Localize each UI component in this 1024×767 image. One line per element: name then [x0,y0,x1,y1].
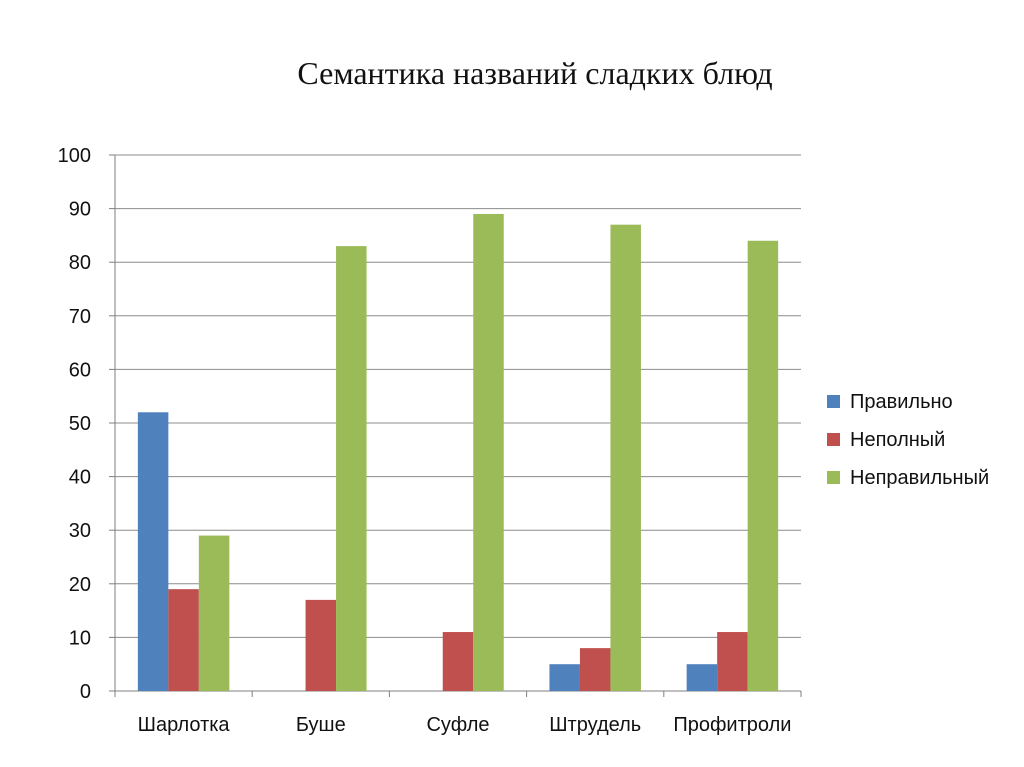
x-tick-label: Суфле [426,714,489,736]
legend-label: Неполный [850,429,945,451]
y-axis: 0 10 20 30 40 50 60 70 80 90 100 [58,145,116,703]
bar-Неправильный [198,535,230,691]
y-tick-label: 80 [69,252,91,274]
bar-Неправильный [747,240,779,691]
bar-Неправильный [336,246,367,691]
legend-label: Неправильный [850,467,989,489]
x-axis: Шарлотка Буше Суфле Штрудель Профитроли [114,691,802,736]
y-tick-label: 40 [69,467,91,489]
bar-Неправильный [473,213,504,691]
y-tick-label: 100 [58,145,91,167]
y-tick-label: 10 [69,627,91,649]
bar-Неправильный [610,224,641,691]
x-tick-label: Буше [296,714,346,736]
bars [137,213,779,691]
x-tick-label: Штрудель [549,714,641,736]
chart-title: Семантика названий сладких блюд [297,55,772,91]
bar-Неполный [442,632,474,691]
legend-swatch [827,395,840,408]
y-tick-label: 90 [69,199,91,221]
bar-Правильно [549,664,580,691]
legend-swatch [827,433,840,446]
bar-Неполный [305,599,337,691]
legend-label: Правильно [850,391,953,413]
x-tick-label: Шарлотка [138,714,231,736]
y-tick-label: 20 [69,574,91,596]
legend: Правильно Неполный Неправильный [827,391,989,489]
bar-Правильно [137,412,169,691]
x-tick-label: Профитроли [673,714,791,736]
y-tick-label: 0 [80,681,91,703]
y-tick-label: 30 [69,520,91,542]
bar-Правильно [686,664,718,691]
y-tick-label: 50 [69,413,91,435]
y-tick-label: 70 [69,306,91,328]
y-tick-label: 60 [69,359,91,381]
legend-swatch [827,471,840,484]
bar-Неполный [717,632,748,691]
bar-Неполный [579,648,611,691]
bar-Неполный [168,589,199,691]
